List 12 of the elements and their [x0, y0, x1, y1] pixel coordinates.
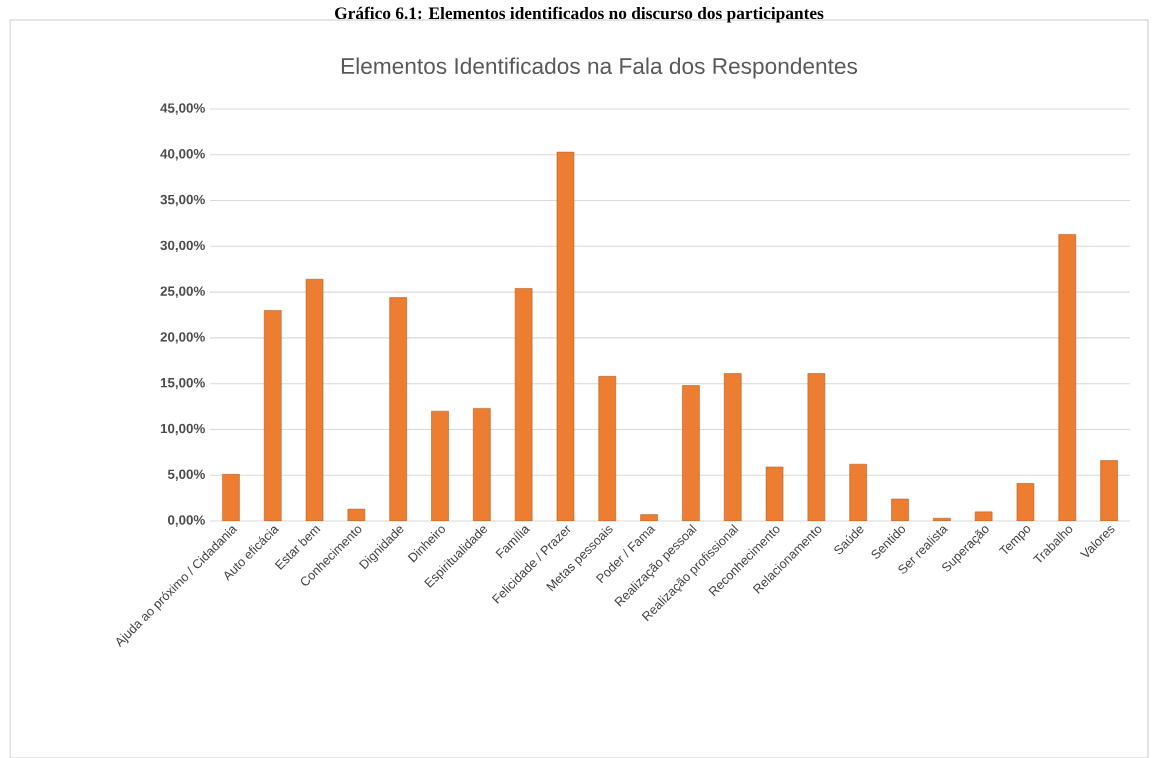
y-tick-label: 15,00%	[160, 377, 205, 390]
y-tick-label: 10,00%	[160, 423, 205, 436]
y-tick-label: 25,00%	[160, 286, 205, 298]
y-tick-label: 0,00%	[168, 515, 205, 527]
y-tick-label: 45,00%	[160, 103, 205, 115]
y-tick-label: 35,00%	[160, 194, 205, 207]
text: Gráfico 6.1: Elementos identificados no discurso dos participantes	[335, 6, 824, 23]
y-tick-label: 20,00%	[160, 332, 205, 344]
y-tick-label: 40,00%	[160, 149, 205, 161]
chart-title: Elementos Identificados na Fala dos Respondentes	[341, 57, 858, 79]
y-tick-label: 5,00%	[167, 469, 205, 481]
y-tick-label: 30,00%	[160, 240, 205, 253]
